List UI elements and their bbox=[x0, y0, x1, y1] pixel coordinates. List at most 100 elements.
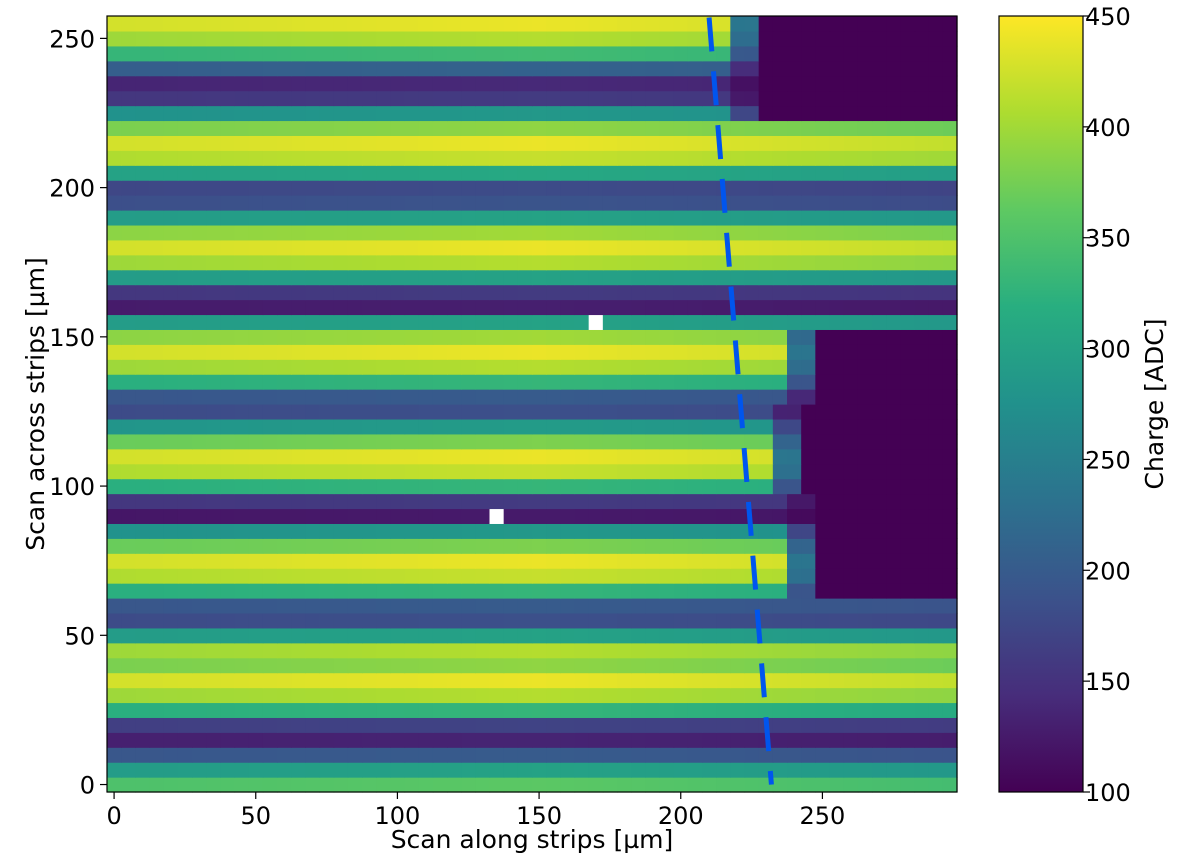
heatmap-cell bbox=[815, 568, 831, 584]
heatmap-cell bbox=[673, 687, 689, 704]
heatmap-cell bbox=[843, 404, 859, 420]
heatmap-cell bbox=[886, 150, 901, 166]
heatmap-cell bbox=[319, 702, 335, 718]
heatmap-cell bbox=[914, 448, 930, 465]
heatmap-cell bbox=[900, 180, 916, 196]
heatmap-cell bbox=[220, 16, 236, 32]
heatmap-cell bbox=[772, 404, 788, 420]
heatmap-cell bbox=[730, 30, 746, 47]
heatmap-cell bbox=[631, 90, 646, 107]
heatmap-cell bbox=[546, 120, 561, 136]
heatmap-cell bbox=[305, 105, 321, 122]
heatmap-cell bbox=[418, 389, 434, 405]
heatmap-cell bbox=[914, 359, 930, 375]
heatmap-cell bbox=[928, 478, 944, 495]
heatmap-cell bbox=[914, 210, 930, 226]
heatmap-cell bbox=[900, 224, 916, 241]
heatmap-cell bbox=[333, 433, 349, 450]
dashed-edge-line bbox=[706, 17, 774, 785]
heatmap-cell bbox=[319, 344, 335, 360]
heatmap-cell bbox=[305, 224, 321, 241]
heatmap-cell bbox=[517, 389, 533, 405]
heatmap-cell bbox=[560, 30, 576, 47]
heatmap-cell bbox=[928, 90, 944, 107]
heatmap-cell bbox=[645, 299, 661, 316]
heatmap-cell bbox=[872, 732, 887, 748]
heatmap-cell bbox=[645, 553, 661, 569]
heatmap-cell bbox=[532, 374, 547, 390]
heatmap-cell bbox=[234, 135, 250, 151]
heatmap-cell bbox=[546, 433, 561, 450]
heatmap-cell bbox=[546, 493, 561, 510]
heatmap-cell bbox=[447, 433, 462, 450]
heatmap-cell bbox=[602, 404, 618, 420]
heatmap-cell bbox=[163, 732, 179, 748]
heatmap-cell bbox=[560, 299, 576, 316]
heatmap-cell bbox=[177, 329, 193, 345]
heatmap-cell bbox=[702, 433, 717, 450]
heatmap-cell bbox=[248, 508, 264, 524]
heatmap-cell bbox=[376, 150, 391, 166]
heatmap-cell bbox=[702, 180, 717, 196]
heatmap-cell bbox=[659, 180, 675, 196]
heatmap-cell bbox=[857, 777, 873, 793]
heatmap-cell bbox=[560, 45, 576, 62]
heatmap-cell bbox=[617, 433, 632, 450]
heatmap-cell bbox=[928, 16, 944, 32]
heatmap-cell bbox=[673, 269, 689, 286]
heatmap-cell bbox=[447, 493, 462, 510]
heatmap-cell bbox=[815, 448, 831, 465]
heatmap-cell bbox=[872, 553, 887, 569]
heatmap-cell bbox=[503, 374, 519, 390]
heatmap-cell bbox=[461, 777, 476, 793]
heatmap-cell bbox=[262, 60, 278, 77]
heatmap-cell bbox=[631, 135, 646, 151]
heatmap-cell bbox=[758, 165, 774, 181]
heatmap-cell bbox=[928, 135, 944, 151]
heatmap-cell bbox=[801, 344, 816, 360]
heatmap-cell bbox=[404, 583, 420, 599]
heatmap-cell bbox=[461, 165, 476, 181]
heatmap-cell bbox=[716, 389, 731, 405]
heatmap-cell bbox=[602, 120, 618, 136]
heatmap-cell bbox=[333, 732, 349, 748]
heatmap-cell bbox=[801, 150, 816, 166]
heatmap-cell bbox=[886, 642, 901, 659]
heatmap-cell bbox=[560, 538, 576, 554]
heatmap-cell bbox=[942, 478, 958, 495]
heatmap-cell bbox=[517, 717, 533, 733]
heatmap-cell bbox=[404, 493, 420, 510]
heatmap-cell bbox=[461, 568, 476, 584]
heatmap-cell bbox=[942, 687, 958, 704]
heatmap-cell bbox=[645, 598, 661, 614]
heatmap-cell bbox=[815, 598, 831, 614]
heatmap-cell bbox=[843, 389, 859, 405]
heatmap-cell bbox=[716, 284, 731, 301]
heatmap-cell bbox=[645, 195, 661, 211]
heatmap-cell bbox=[546, 195, 561, 211]
heatmap-cell bbox=[574, 523, 590, 539]
heatmap-cell bbox=[560, 374, 576, 390]
heatmap-cell bbox=[673, 374, 689, 390]
heatmap-cell bbox=[475, 433, 491, 450]
heatmap-cell bbox=[560, 284, 576, 301]
heatmap-cell bbox=[192, 344, 207, 360]
heatmap-cell bbox=[447, 210, 462, 226]
heatmap-cell bbox=[305, 314, 321, 330]
heatmap-cell bbox=[815, 418, 831, 435]
heatmap-cell bbox=[744, 359, 760, 375]
heatmap-cell bbox=[517, 359, 533, 375]
heatmap-cell bbox=[107, 418, 122, 435]
heatmap-cell bbox=[645, 463, 661, 480]
heatmap-cell bbox=[617, 463, 632, 480]
heatmap-cell bbox=[262, 717, 278, 733]
heatmap-cell bbox=[560, 359, 576, 375]
heatmap-cell bbox=[149, 508, 165, 524]
heatmap-cell bbox=[546, 344, 561, 360]
heatmap-cell bbox=[305, 16, 321, 32]
heatmap-cell bbox=[220, 687, 236, 704]
heatmap-cell bbox=[843, 105, 859, 122]
heatmap-cell bbox=[900, 523, 916, 539]
heatmap-cell bbox=[843, 45, 859, 62]
heatmap-cell bbox=[135, 284, 151, 301]
